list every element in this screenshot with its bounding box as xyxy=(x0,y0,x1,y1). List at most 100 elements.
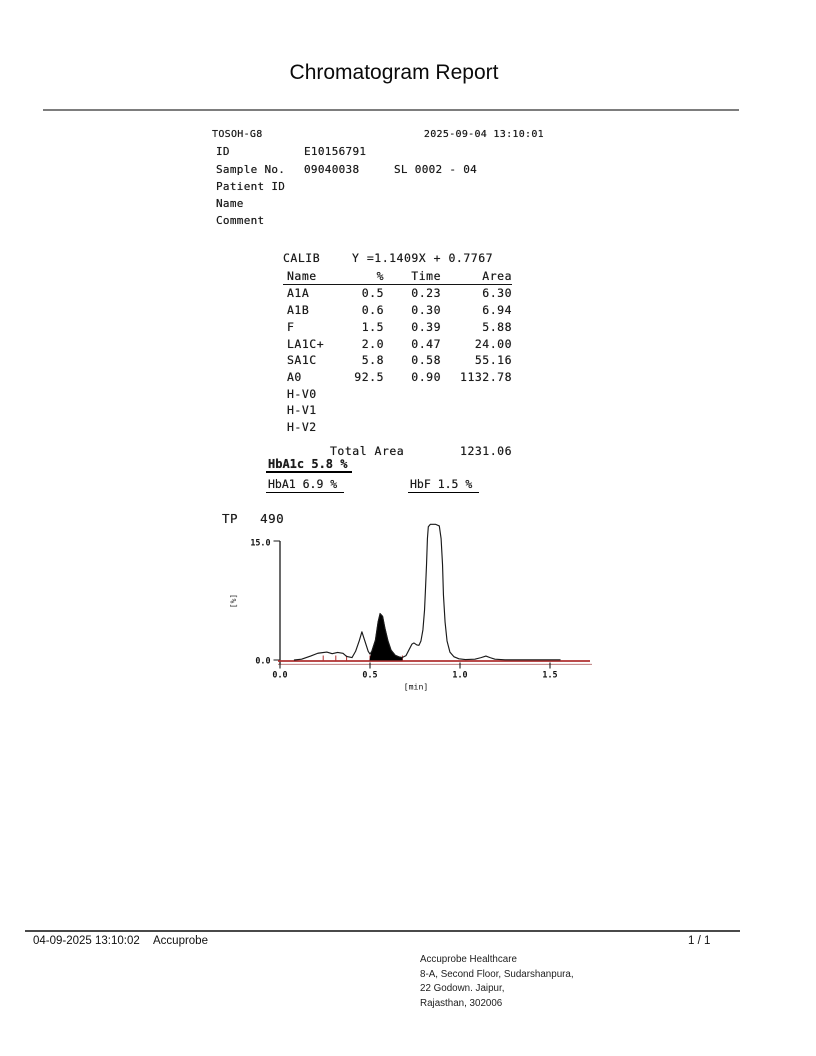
x-tick-label: 0.0 xyxy=(272,670,287,680)
peak-cell xyxy=(441,402,512,419)
hba1c-result: HbA1c 5.8 % xyxy=(266,457,353,473)
peak-cell: 92.5 xyxy=(354,369,384,384)
device-field-label: Sample No. xyxy=(216,162,286,176)
device-field-value xyxy=(304,212,394,229)
device-field-extra xyxy=(394,195,544,212)
peak-cell: A1B xyxy=(287,303,310,318)
footer-brand: Accuprobe xyxy=(153,935,208,947)
peak-cell: 0.90 xyxy=(411,369,441,384)
peak-cell xyxy=(337,402,384,419)
peak-row: LA1C+ 2.0 0.47 24.00 xyxy=(283,336,512,353)
peak-cell xyxy=(384,419,441,436)
peak-cell: H-V0 xyxy=(287,386,317,401)
x-tick-label: 1.0 xyxy=(452,670,467,680)
peak-cell xyxy=(337,386,384,403)
device-field-label: ID xyxy=(216,145,230,159)
total-area-row: Total Area 1231.06 xyxy=(283,443,512,460)
peak-cell: 1132.78 xyxy=(460,369,512,384)
x-tick-label: 0.5 xyxy=(362,670,377,680)
calib-label: CALIB xyxy=(283,251,321,265)
footer-datetime: 04-09-2025 13:10:02 xyxy=(33,935,140,947)
device-header-block: TOSOH-G8 2025-09-04 13:10:01 ID E10156791… xyxy=(212,126,544,230)
device-field-value xyxy=(304,178,394,195)
col-percent: % xyxy=(376,268,384,283)
address-line: Accuprobe Healthcare xyxy=(420,954,517,965)
calib-block: CALIB Y =1.1409X + 0.7767 Name % Time Ar… xyxy=(283,250,512,459)
device-field-row: Name xyxy=(216,195,544,212)
x-tick-label: 1.5 xyxy=(542,670,557,680)
peak-cell: 0.30 xyxy=(411,303,441,318)
peak-cell: 5.8 xyxy=(361,353,384,368)
peak-cell: 0.5 xyxy=(361,286,384,301)
device-fields: ID E10156791 Sample No. 09040038 SL 0002 - 0… xyxy=(212,143,544,229)
peak-cell: F xyxy=(287,319,295,334)
total-area-value: 1231.06 xyxy=(460,443,512,458)
peak-row: A1B 0.6 0.30 6.94 xyxy=(283,302,512,319)
total-points-line: TP 490 xyxy=(222,511,284,526)
peak-row: H-V2 xyxy=(283,419,512,436)
peak-cell xyxy=(384,402,441,419)
peak-cell: A0 xyxy=(287,369,302,384)
peak-table-body: A1A 0.5 0.23 6.30 A1B 0.6 0.30 6.94 F 1.5 0.39 5.88… xyxy=(283,285,512,436)
peak-cell: 55.16 xyxy=(474,353,512,368)
device-field-row: ID E10156791 xyxy=(216,143,544,160)
peak-cell: 0.39 xyxy=(411,319,441,334)
peak-cell: H-V1 xyxy=(287,403,317,418)
calib-equation: Y =1.1409X + 0.7767 xyxy=(352,251,494,265)
device-field-label: Name xyxy=(216,197,244,211)
peak-row: A0 92.5 0.90 1132.78 xyxy=(283,369,512,386)
hbf-result: HbF 1.5 % xyxy=(408,477,480,493)
y-min-label: 0.0 xyxy=(255,656,270,666)
peak-cell: A1A xyxy=(287,286,310,301)
peak-cell xyxy=(384,386,441,403)
peak-row: SA1C 5.8 0.58 55.16 xyxy=(283,352,512,369)
col-time: Time xyxy=(411,268,441,283)
peak-cell: 0.58 xyxy=(411,353,441,368)
chromatogram-plot: 15.0 0.0 [%] 0.0 0.5 1.0 1.5 [min] xyxy=(229,523,592,692)
device-field-value: 09040038 xyxy=(304,162,360,176)
col-name: Name xyxy=(287,268,317,283)
address-block: Accuprobe Healthcare 8-A, Second Floor, S… xyxy=(420,953,574,1011)
peak-cell: LA1C+ xyxy=(287,336,325,351)
peak-row: A1A 0.5 0.23 6.30 xyxy=(283,285,512,302)
page-title: Chromatogram Report xyxy=(289,61,499,84)
device-field-extra: SL 0002 - 04 xyxy=(394,162,478,176)
device-field-value xyxy=(304,195,394,212)
footer-divider xyxy=(25,930,740,932)
calib-equation-row: CALIB Y =1.1409X + 0.7767 xyxy=(283,250,512,267)
device-field-label: Patient ID xyxy=(216,179,286,193)
peak-cell: 5.88 xyxy=(482,319,512,334)
device-field-row: Comment xyxy=(216,212,544,229)
chromatogram-curve xyxy=(293,523,561,661)
device-model: TOSOH-G8 xyxy=(212,129,263,140)
device-field-extra xyxy=(394,178,544,195)
filled-peak-sa1c xyxy=(369,612,403,661)
device-field-extra xyxy=(394,143,544,160)
address-line: Rajasthan, 302006 xyxy=(420,997,503,1009)
device-field-row: Sample No. 09040038 SL 0002 - 04 xyxy=(216,161,544,178)
peak-row: H-V0 xyxy=(283,386,512,403)
peak-cell: SA1C xyxy=(287,353,317,368)
peak-cell xyxy=(441,386,512,403)
peak-cell: H-V2 xyxy=(287,420,317,435)
peak-table: Name % Time Area A1A 0.5 0.23 6.30 A1B 0.6 0.3… xyxy=(283,268,512,436)
peak-cell xyxy=(441,419,512,436)
title-divider xyxy=(43,109,739,111)
report-datetime: 2025-09-04 13:10:01 xyxy=(423,129,544,140)
peak-row: F 1.5 0.39 5.88 xyxy=(283,319,512,336)
peak-cell: 0.23 xyxy=(411,286,441,301)
peak-table-header: Name % Time Area xyxy=(283,268,512,285)
y-axis-title: [%] xyxy=(229,594,238,608)
peak-cell: 24.00 xyxy=(474,336,512,351)
peak-cell: 1.5 xyxy=(361,319,384,334)
peak-row: H-V1 xyxy=(283,402,512,419)
page-number: 1 / 1 xyxy=(688,935,711,947)
device-top-row: TOSOH-G8 2025-09-04 13:10:01 xyxy=(212,126,544,143)
peak-cell: 6.30 xyxy=(482,286,512,301)
device-field-extra xyxy=(394,212,544,229)
address-line: 8-A, Second Floor, Sudarshanpura, xyxy=(420,968,574,980)
device-field-value: E10156791 xyxy=(304,145,367,159)
peak-cell xyxy=(337,419,384,436)
peak-cell: 0.47 xyxy=(411,336,441,351)
